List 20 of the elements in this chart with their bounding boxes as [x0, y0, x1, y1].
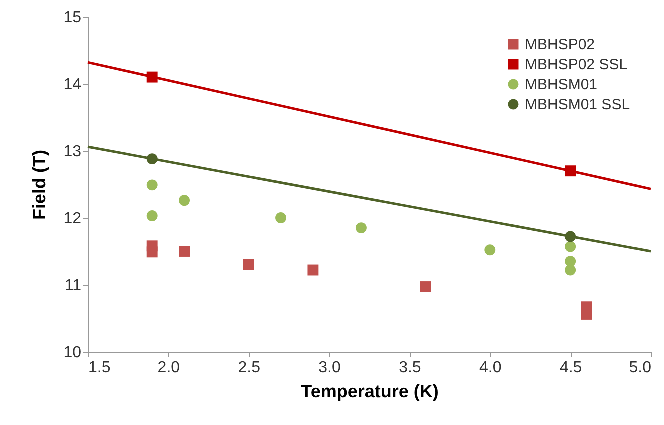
legend-label: MBHSP02 SSL	[525, 56, 628, 74]
legend-label: MBHSP02	[525, 36, 596, 54]
x-tick-label: 5.0	[629, 360, 652, 376]
y-tick-label: 10	[64, 344, 82, 362]
legend-label: MBHSM01 SSL	[525, 96, 630, 114]
x-tick-label: 4.5	[560, 360, 582, 376]
x-tick-label: 2.0	[158, 360, 180, 376]
y-tick-label: 15	[64, 10, 82, 26]
x-tick-label: 4.0	[480, 360, 502, 376]
y-tick-label: 12	[64, 210, 82, 228]
y-axis-title: Field (T)	[30, 150, 50, 220]
legend-label: MBHSM01	[525, 76, 598, 94]
y-tick-label: 13	[64, 144, 82, 160]
y-tick-label: 14	[64, 76, 82, 94]
x-axis-title: Temperature (K)	[301, 382, 439, 402]
x-tick-label: 1.5	[88, 360, 111, 376]
y-tick-label: 11	[64, 278, 82, 294]
x-tick-label: 3.0	[318, 360, 342, 376]
x-tick-label: 2.5	[238, 360, 261, 376]
x-tick-label: 3.5	[399, 360, 422, 376]
